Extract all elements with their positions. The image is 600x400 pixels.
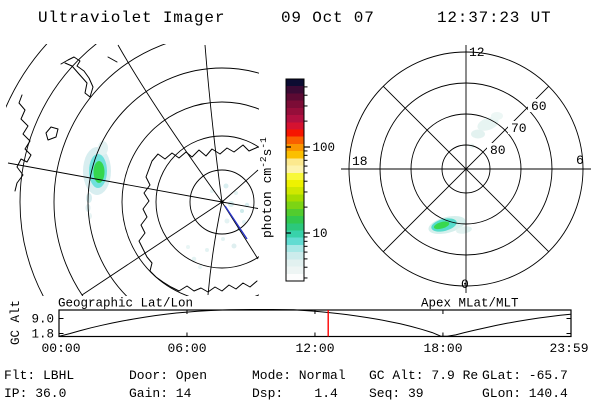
- time-label: 12:37:23 UT: [437, 9, 551, 27]
- gc-ytick-9: 9.0: [31, 313, 54, 327]
- colorbar-tick-100: 100: [313, 141, 336, 155]
- aurora-blob-polar: [428, 112, 503, 235]
- status-seq: Seq: 39: [369, 386, 424, 400]
- status-glat: GLat: -65.7: [482, 368, 568, 383]
- mlt-label-6: 6: [576, 153, 584, 168]
- gc-xtick-0000: 00:00: [41, 341, 80, 356]
- coastline-mark: [107, 56, 118, 63]
- gc-alt-ylabel: GC Alt: [9, 300, 23, 345]
- status-ip: IP: 36.0: [4, 386, 66, 400]
- polar-grid: [341, 45, 591, 293]
- colorbar-tick-10: 10: [313, 227, 328, 241]
- status-dsp: Dsp: 1.4: [252, 386, 338, 400]
- colorbar-ticks: [286, 86, 310, 279]
- mlt-label-0: 0: [461, 277, 469, 292]
- geographic-map: [6, 44, 259, 296]
- status-readout: Flt: LBHL IP: 36.0 Door: Open Gain: 14 M…: [4, 368, 568, 400]
- gc-axis-ticks: [59, 310, 571, 337]
- coastline-north: [60, 56, 94, 98]
- mlat-label-80: 80: [490, 143, 506, 158]
- coastline-antarctica: [138, 144, 259, 293]
- gc-alt-panel: GC Alt 9.0 1.8 00:00 06:00 12:00 18:00 2…: [9, 300, 589, 356]
- gc-xtick-1800: 18:00: [423, 341, 462, 356]
- polar-caption: Apex MLat/MLT: [421, 297, 519, 311]
- status-mode: Mode: Normal: [252, 368, 346, 383]
- orbit-track-line: [224, 205, 248, 240]
- status-gcalt: GC Alt: 7.9 Re: [369, 368, 478, 383]
- mlat-ring-labels: 60 70 80: [487, 99, 548, 158]
- colorbar: 100 10 photon cm-2s-1: [258, 78, 336, 282]
- gc-xtick-0600: 06:00: [167, 341, 206, 356]
- colorbar-gradient: [285, 78, 305, 282]
- colorbar-unit-label: photon cm-2s-1: [258, 137, 275, 238]
- pole-point: [220, 200, 224, 204]
- mlt-label-12: 12: [469, 45, 485, 60]
- status-gain: Gain: 14: [129, 386, 192, 400]
- gc-ytick-1.8: 1.8: [31, 328, 54, 342]
- status-door: Door: Open: [129, 368, 207, 383]
- mlt-label-18: 18: [352, 154, 368, 169]
- map-caption: Geographic Lat/Lon: [58, 297, 193, 311]
- map-latitude-grid: [6, 44, 259, 296]
- mlat-label-60: 60: [531, 99, 547, 114]
- gc-xtick-2359: 23:59: [549, 341, 588, 356]
- gc-alt-curve: [58, 309, 571, 337]
- date-label: 09 Oct 07: [281, 9, 375, 27]
- polar-plot: 60 70 80 12 18 6 0: [341, 45, 591, 293]
- aurora-speckles-map: [186, 183, 250, 269]
- gc-xtick-1200: 12:00: [295, 341, 334, 356]
- coastlines: [14, 56, 259, 293]
- status-filter: Flt: LBHL: [4, 368, 74, 383]
- coastline-island: [45, 126, 59, 141]
- mlat-label-70: 70: [511, 121, 527, 136]
- instrument-title: Ultraviolet Imager: [38, 9, 225, 27]
- coastline-west: [14, 94, 32, 192]
- status-glon: GLon: 140.4: [482, 386, 568, 400]
